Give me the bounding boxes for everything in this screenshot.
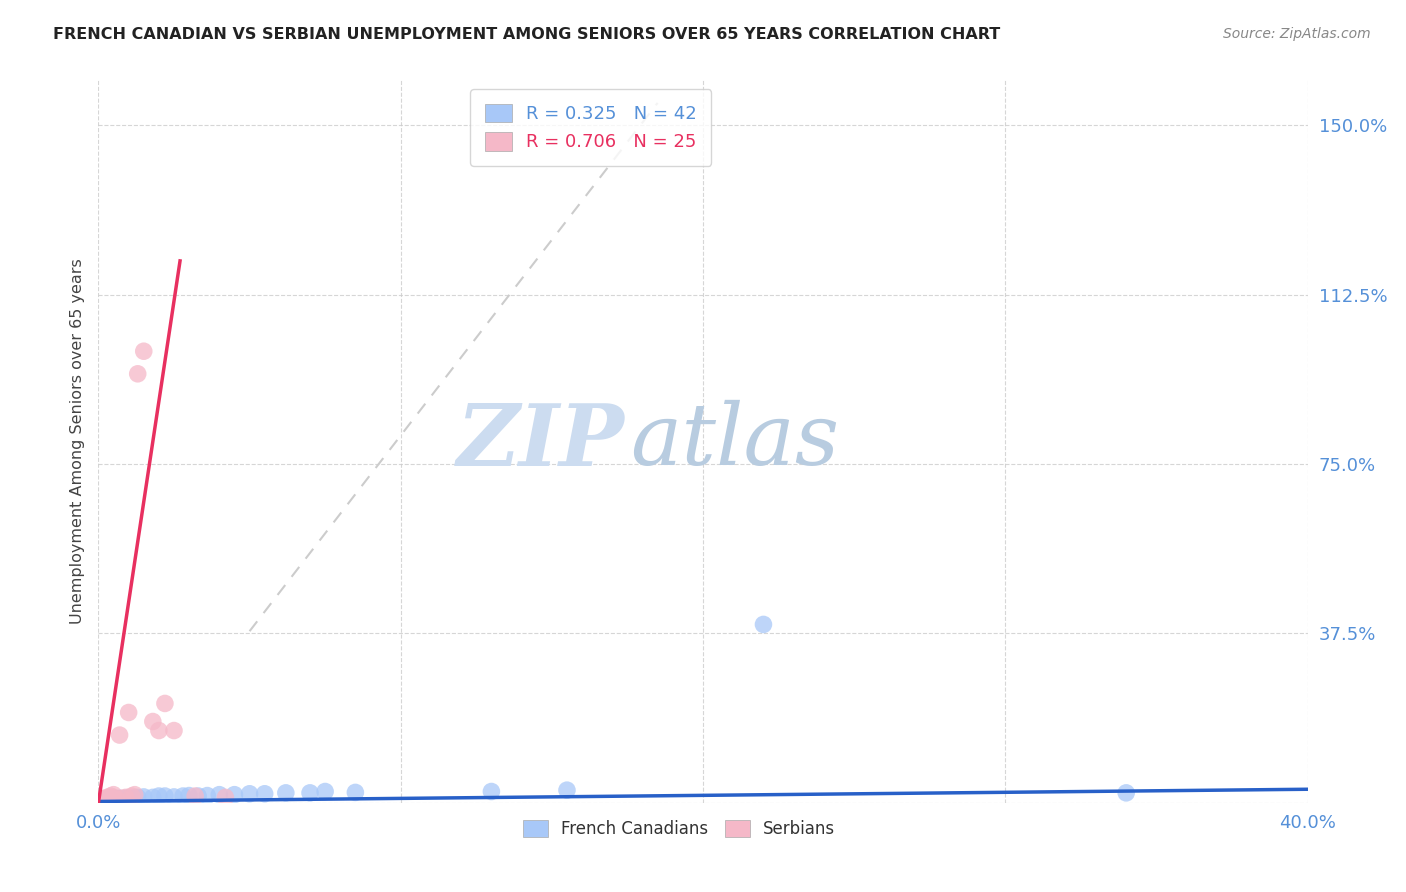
Point: [100, 789, 122, 803]
Point: [344, 785, 367, 799]
Point: [100, 792, 122, 806]
Point: [142, 714, 165, 729]
Point: [132, 789, 155, 804]
Point: [142, 790, 165, 805]
Text: FRENCH CANADIAN VS SERBIAN UNEMPLOYMENT AMONG SENIORS OVER 65 YEARS CORRELATION : FRENCH CANADIAN VS SERBIAN UNEMPLOYMENT …: [53, 27, 1001, 42]
Point: [127, 790, 149, 805]
Point: [195, 789, 218, 803]
Point: [105, 792, 128, 806]
Point: [124, 790, 146, 805]
Point: [148, 723, 170, 738]
Point: [208, 788, 231, 802]
Point: [93, 793, 115, 807]
Text: ZIP: ZIP: [457, 400, 624, 483]
Point: [274, 786, 297, 800]
Point: [96, 792, 118, 806]
Point: [153, 697, 176, 711]
Point: [111, 791, 134, 805]
Point: [111, 792, 134, 806]
Point: [96, 790, 118, 805]
Point: [105, 793, 128, 807]
Legend: French Canadians, Serbians: French Canadians, Serbians: [516, 814, 842, 845]
Point: [1115, 786, 1137, 800]
Point: [121, 789, 143, 803]
Point: [132, 344, 155, 359]
Point: [752, 617, 775, 632]
Point: [103, 793, 125, 807]
Point: [93, 794, 115, 808]
Point: [148, 789, 170, 803]
Point: [114, 790, 136, 805]
Point: [90, 793, 112, 807]
Point: [103, 788, 125, 802]
Point: [96, 793, 118, 807]
Point: [100, 793, 122, 807]
Point: [96, 794, 118, 808]
Point: [93, 791, 115, 805]
Point: [100, 791, 122, 805]
Point: [127, 367, 149, 381]
Point: [124, 788, 146, 802]
Point: [121, 791, 143, 805]
Point: [239, 787, 262, 801]
Point: [314, 784, 336, 798]
Point: [108, 728, 131, 742]
Point: [90, 793, 112, 807]
Point: [90, 794, 112, 808]
Point: [299, 786, 322, 800]
Point: [93, 793, 115, 807]
Point: [103, 791, 125, 805]
Point: [481, 784, 503, 798]
Point: [118, 706, 141, 720]
Point: [90, 792, 112, 806]
Point: [108, 792, 131, 806]
Point: [179, 789, 201, 803]
Y-axis label: Unemployment Among Seniors over 65 years: Unemployment Among Seniors over 65 years: [69, 259, 84, 624]
Point: [253, 787, 276, 801]
Point: [105, 792, 128, 806]
Point: [172, 789, 194, 803]
Point: [163, 789, 186, 804]
Point: [163, 723, 186, 738]
Point: [96, 792, 118, 806]
Point: [114, 791, 136, 805]
Point: [187, 789, 209, 803]
Point: [224, 788, 246, 802]
Point: [153, 789, 176, 803]
Point: [555, 783, 578, 797]
Point: [108, 791, 131, 805]
Point: [103, 790, 125, 805]
Point: [184, 789, 207, 803]
Text: atlas: atlas: [630, 401, 839, 483]
Point: [214, 790, 236, 805]
Point: [118, 791, 141, 805]
Text: Source: ZipAtlas.com: Source: ZipAtlas.com: [1223, 27, 1371, 41]
